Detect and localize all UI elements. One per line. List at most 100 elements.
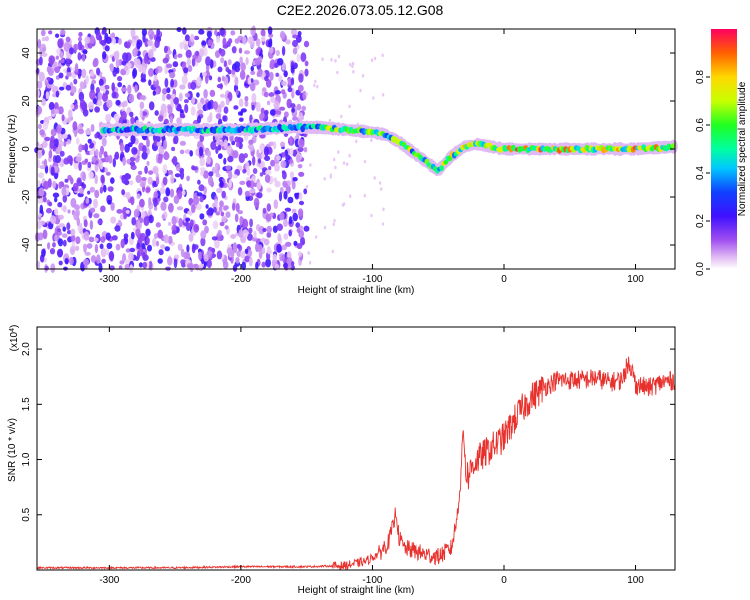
spectrogram-noise-cell [270, 96, 276, 103]
spectrogram-noise-cell [110, 202, 115, 211]
spectrogram-noise-cell [108, 154, 113, 164]
spectrogram-noise-cell [52, 180, 57, 189]
spectrogram-noise-cell [281, 89, 286, 95]
spectrogram-noise-cell [75, 156, 82, 162]
spectrogram-noise-cell [337, 54, 341, 59]
spectrogram-noise-cell [119, 260, 125, 265]
spectrogram-noise-cell [117, 219, 122, 226]
spectrogram-noise-cell [175, 163, 181, 172]
spectrogram-noise-cell [97, 100, 103, 107]
spectrogram-noise-cell [215, 35, 221, 44]
spectrogram-noise-cell [58, 214, 64, 220]
spectrogram-noise-cell [178, 92, 183, 102]
spectrogram-noise-cell [247, 77, 251, 85]
spectrogram-noise-cell [261, 261, 266, 268]
spectrogram-noise-cell [373, 56, 377, 61]
spectrogram-noise-cell [125, 248, 131, 253]
spectrogram-noise-cell [84, 158, 89, 163]
spectrogram-noise-cell [145, 237, 150, 245]
spectrogram-noise-cell [163, 151, 170, 161]
spectrogram-noise-cell [156, 28, 161, 37]
spectrogram-noise-cell [78, 91, 85, 102]
spectrogram-noise-cell [167, 49, 172, 55]
spectrogram-noise-cell [272, 225, 278, 233]
spectrogram-noise-cell [283, 262, 288, 269]
spectrogram-noise-cell [248, 256, 253, 267]
spectrogram-noise-cell [97, 219, 102, 225]
spectrogram-noise-cell [209, 112, 213, 122]
spectrogram-noise-cell [136, 193, 141, 199]
spectrogram-noise-cell [297, 251, 302, 257]
spectrogram-noise-cell [346, 162, 349, 166]
colorbar-tick-label: 0.6 [695, 118, 706, 132]
spectrogram-noise-cell [105, 232, 111, 241]
spectrogram-noise-cell [139, 182, 146, 188]
spectrogram-noise-cell [164, 65, 168, 75]
snr-plot-area [37, 327, 675, 570]
spectrogram-noise-cell [147, 176, 153, 185]
spectrogram-noise-cell [99, 186, 104, 194]
spectrogram-noise-cell [238, 153, 245, 164]
spectrogram-noise-cell [184, 93, 191, 98]
spectrogram-noise-cell [307, 251, 310, 255]
spectrogram-noise-cell [260, 29, 266, 36]
spectrogram-noise-cell [93, 237, 99, 242]
spectrogram-noise-cell [62, 205, 67, 213]
spectrogram-noise-cell [84, 143, 88, 153]
spectrogram-noise-cell [87, 190, 91, 195]
spectrogram-noise-cell [36, 105, 43, 115]
spectrogram-noise-cell [126, 41, 131, 48]
spectrogram-noise-cell [93, 213, 100, 219]
spectrogram-noise-cell [248, 227, 253, 234]
spectrogram-noise-cell [131, 217, 137, 226]
spectrogram-noise-cell [179, 170, 185, 180]
spectrogram-noise-cell [89, 142, 95, 149]
spectrogram-noise-cell [59, 51, 64, 59]
spectrogram-noise-cell [129, 111, 134, 118]
spectrogram-noise-cell [122, 156, 127, 166]
spectrogram-noise-cell [133, 35, 137, 41]
spectrogram-noise-cell [195, 50, 200, 57]
spectrogram-noise-cell [263, 238, 270, 246]
spectrogram-noise-cell [342, 161, 346, 165]
spectrogram-noise-cell [330, 58, 333, 62]
spectrogram-noise-cell [47, 115, 53, 121]
spectrogram-noise-cell [134, 58, 141, 69]
spectrogram-noise-cell [202, 72, 207, 77]
spectrogram-noise-cell [121, 189, 125, 196]
spectrogram-noise-cell [162, 57, 169, 64]
spectrogram-noise-cell [127, 252, 134, 261]
spectrogram-noise-cell [195, 203, 202, 211]
spectrogram-noise-cell [112, 37, 116, 45]
spectrogram-noise-cell [296, 53, 301, 63]
spectrogram-x-tick-label: -300 [99, 274, 119, 285]
spectrogram-noise-cell [261, 247, 266, 255]
spectrogram-noise-cell [290, 103, 296, 109]
spectrogram-noise-cell [202, 170, 209, 179]
spectrogram-noise-cell [237, 210, 243, 215]
spectrogram-noise-cell [251, 104, 255, 111]
spectrogram-noise-cell [215, 168, 220, 176]
spectrogram-noise-cell [272, 253, 278, 261]
spectrogram-noise-cell [81, 68, 87, 79]
spectrogram-noise-cell [269, 59, 276, 70]
spectrogram-noise-cell [207, 101, 212, 110]
spectrogram-noise-cell [95, 108, 100, 113]
spectrogram-noise-cell [302, 90, 307, 101]
spectrogram-noise-cell [66, 72, 73, 77]
spectrogram-noise-cell [66, 155, 73, 164]
spectrogram-noise-cell [97, 91, 103, 101]
spectrogram-noise-cell [60, 58, 65, 64]
spectrogram-noise-cell [153, 206, 158, 211]
spectrogram-noise-cell [337, 150, 340, 154]
spectrogram-noise-cell [72, 121, 78, 131]
spectrogram-noise-cell [101, 258, 106, 264]
spectrogram-noise-cell [249, 188, 256, 194]
spectrogram-noise-cell [79, 187, 84, 194]
spectrogram-noise-cell [184, 34, 190, 42]
spectrogram-noise-cell [56, 124, 62, 134]
spectrogram-noise-cell [355, 139, 358, 144]
spectrogram-noise-cell [156, 135, 161, 142]
spectrogram-noise-cell [94, 189, 100, 199]
spectrogram-noise-cell [199, 195, 204, 203]
